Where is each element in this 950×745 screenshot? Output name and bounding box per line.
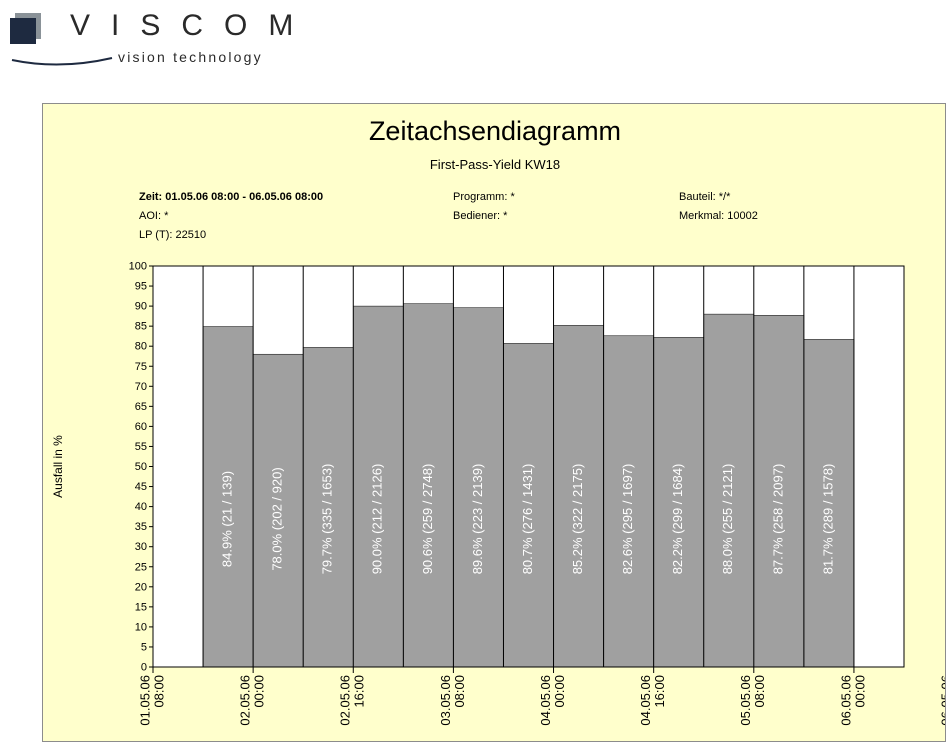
info-merkmal: Merkmal: 10002 <box>679 210 758 222</box>
bar <box>653 337 704 668</box>
bar-value-label: 82.2% (299 / 1684) <box>670 464 685 575</box>
y-tick-label: 10 <box>135 621 147 633</box>
info-merkmal-value: 10002 <box>727 210 758 222</box>
info-bediener-value: * <box>503 210 508 222</box>
logo-wordmark: VISCOM <box>70 9 315 42</box>
x-tick-label-date: 01.05.06 <box>137 675 152 726</box>
bar-value-label: 90.0% (212 / 2126) <box>370 464 385 575</box>
info-merkmal-label: Merkmal: <box>679 210 725 222</box>
y-tick-label: 45 <box>135 481 147 493</box>
info-bauteil: Bauteil: */* <box>679 191 730 203</box>
y-tick-label: 0 <box>141 662 147 674</box>
y-tick-label: 15 <box>135 601 147 613</box>
y-tick-label: 70 <box>135 381 147 393</box>
viscom-logo: VISCOM vision technology <box>0 0 340 80</box>
logo-tagline: vision technology <box>118 49 263 65</box>
info-programm: Programm: * <box>453 191 515 203</box>
y-tick-label: 25 <box>135 561 147 573</box>
report-title: Zeitachsendiagramm <box>368 116 622 146</box>
x-tick-label-date: 06.05.06 <box>939 675 945 726</box>
info-zeit-value: 01.05.06 08:00 - 06.05.06 08:00 <box>165 191 324 203</box>
x-tick-label-date: 05.05.06 <box>738 675 753 726</box>
info-bediener-label: Bediener: <box>453 210 501 222</box>
bar-value-label: 79.7% (335 / 1653) <box>320 464 335 575</box>
y-tick-label: 5 <box>141 641 147 653</box>
info-bauteil-value: */* <box>718 191 731 203</box>
bar-value-label: 80.7% (276 / 1431) <box>520 464 535 575</box>
bar-value-label: 89.6% (223 / 2139) <box>470 464 485 575</box>
info-lp: LP (T): 22510 <box>139 229 206 241</box>
x-tick-label-time: 00:00 <box>552 675 567 708</box>
bar <box>353 305 404 668</box>
bar <box>453 307 504 668</box>
info-programm-value: * <box>510 191 515 203</box>
x-tick-label-time: 00:00 <box>252 675 267 708</box>
bar <box>803 339 855 668</box>
bar-value-label: 87.7% (258 / 2097) <box>770 464 785 575</box>
y-tick-label: 55 <box>135 441 147 453</box>
x-tick-label-time: 08:00 <box>752 675 767 708</box>
bar-value-label: 85.2% (322 / 2175) <box>570 464 585 575</box>
y-tick-label: 50 <box>135 461 147 473</box>
info-bediener: Bediener: * <box>453 210 507 222</box>
y-axis-label: Ausfall in % <box>51 435 65 498</box>
report-panel: Zeitachsendiagramm First-Pass-Yield KW18… <box>42 103 946 742</box>
x-tick-label-date: 02.05.06 <box>338 675 353 726</box>
y-tick-label: 85 <box>135 321 147 333</box>
y-tick-label: 80 <box>135 341 147 353</box>
bar-value-label: 81.7% (289 / 1578) <box>820 464 835 575</box>
x-tick-label-time: 16:00 <box>352 675 367 708</box>
y-tick-label: 100 <box>129 261 147 273</box>
y-tick-label: 75 <box>135 361 147 373</box>
info-zeit: Zeit: 01.05.06 08:00 - 06.05.06 08:00 <box>139 191 323 203</box>
x-tick-label-date: 04.05.06 <box>638 675 653 726</box>
bar-value-label: 88.0% (255 / 2121) <box>720 464 735 575</box>
bar <box>603 335 654 668</box>
info-aoi-value: * <box>164 210 169 222</box>
info-aoi: AOI: * <box>139 210 168 222</box>
x-tick-label-date: 06.05.06 <box>838 675 853 726</box>
y-tick-label: 20 <box>135 581 147 593</box>
y-tick-label: 35 <box>135 521 147 533</box>
y-tick-label: 60 <box>135 421 147 433</box>
report-subtitle: First-Pass-Yield KW18 <box>429 157 561 172</box>
info-aoi-label: AOI: <box>139 210 162 222</box>
x-tick-label-time: 16:00 <box>652 675 667 708</box>
logo-swoosh <box>11 57 113 66</box>
logo-square-front <box>10 18 36 44</box>
bar <box>703 313 755 668</box>
x-tick-label-date: 04.05.06 <box>538 675 553 726</box>
info-zeit-label: Zeit: <box>139 191 163 203</box>
bar <box>252 353 304 668</box>
y-tick-label: 95 <box>135 281 147 293</box>
y-tick-label: 40 <box>135 501 147 513</box>
bar <box>503 343 554 668</box>
bar-value-label: 82.6% (295 / 1697) <box>620 464 635 575</box>
bar <box>753 315 805 668</box>
bar <box>403 303 454 668</box>
x-tick-label-date: 02.05.06 <box>238 675 253 726</box>
info-bauteil-label: Bauteil: <box>679 191 716 203</box>
y-tick-label: 65 <box>135 401 147 413</box>
info-lp-value: 22510 <box>175 229 207 241</box>
x-tick-label-date: 03.05.06 <box>438 675 453 726</box>
y-tick-label: 30 <box>135 541 147 553</box>
x-tick-label-time: 00:00 <box>852 675 867 708</box>
x-tick-label-time: 08:00 <box>151 675 166 708</box>
bar-value-label: 84.9% (21 / 139) <box>220 471 235 567</box>
time-axis-chart: 84.9% (21 / 139) 78.0% (202 / 920) 79.7% (… <box>51 261 945 726</box>
info-lp-label: LP (T): <box>139 229 173 241</box>
y-tick-label: 90 <box>135 301 147 313</box>
bar-value-label: 90.6% (259 / 2748) <box>420 464 435 575</box>
info-programm-label: Programm: <box>453 191 508 203</box>
bar-value-label: 78.0% (202 / 920) <box>270 467 285 570</box>
x-tick-label-time: 08:00 <box>452 675 467 708</box>
